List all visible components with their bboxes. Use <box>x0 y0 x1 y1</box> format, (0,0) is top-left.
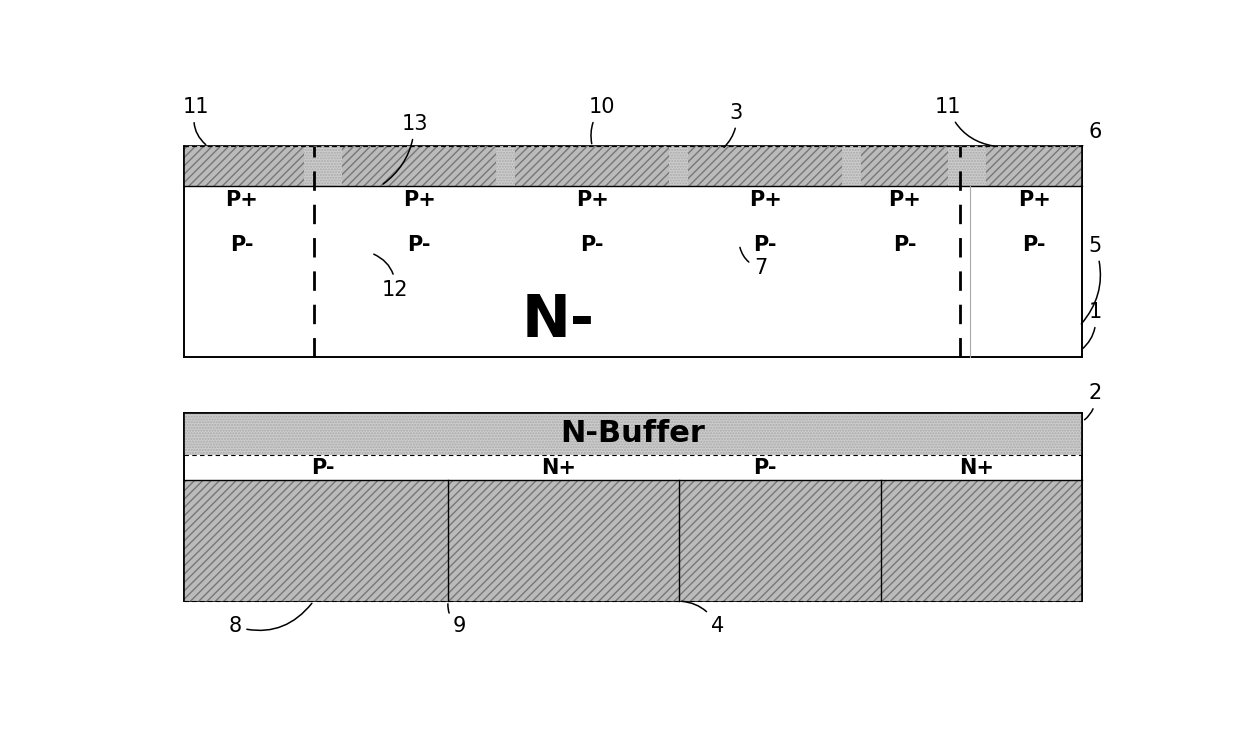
Bar <box>184 147 1083 186</box>
Text: 6: 6 <box>1083 122 1101 146</box>
Text: P-: P- <box>754 235 777 254</box>
Text: 2: 2 <box>1085 383 1101 420</box>
Text: 7: 7 <box>740 247 768 278</box>
Text: P-: P- <box>893 235 916 254</box>
Bar <box>986 147 1083 186</box>
Text: P+: P+ <box>1018 190 1050 210</box>
Text: P-: P- <box>754 458 777 477</box>
Bar <box>342 147 496 186</box>
Text: 8: 8 <box>228 604 311 636</box>
Text: 3: 3 <box>724 103 743 147</box>
Bar <box>184 413 1083 601</box>
Text: 1: 1 <box>1081 302 1101 349</box>
Text: P-: P- <box>1023 235 1047 254</box>
Bar <box>516 147 670 186</box>
Text: N-: N- <box>522 292 595 349</box>
Text: 9: 9 <box>448 604 466 636</box>
Text: P-: P- <box>408 235 432 254</box>
Text: P-: P- <box>311 458 335 477</box>
Text: P+: P+ <box>575 190 609 210</box>
Text: P+: P+ <box>888 190 921 210</box>
Text: P-: P- <box>229 235 253 254</box>
Text: P+: P+ <box>403 190 435 210</box>
Bar <box>184 480 1083 601</box>
Bar <box>862 147 947 186</box>
Bar <box>184 147 1083 357</box>
Text: 11: 11 <box>935 97 993 146</box>
Text: P-: P- <box>580 235 604 254</box>
Text: 13: 13 <box>383 114 428 184</box>
Bar <box>184 413 1083 455</box>
Text: N-Buffer: N-Buffer <box>560 419 706 448</box>
Text: 5: 5 <box>1081 235 1101 324</box>
Text: P+: P+ <box>224 190 258 210</box>
Bar <box>688 147 842 186</box>
Text: 11: 11 <box>184 97 210 144</box>
Text: 10: 10 <box>589 97 615 144</box>
Text: N+: N+ <box>541 458 577 477</box>
Text: 4: 4 <box>682 601 724 636</box>
Text: P+: P+ <box>749 190 781 210</box>
Text: N+: N+ <box>960 458 994 477</box>
Bar <box>184 147 304 186</box>
Text: 12: 12 <box>373 254 408 300</box>
